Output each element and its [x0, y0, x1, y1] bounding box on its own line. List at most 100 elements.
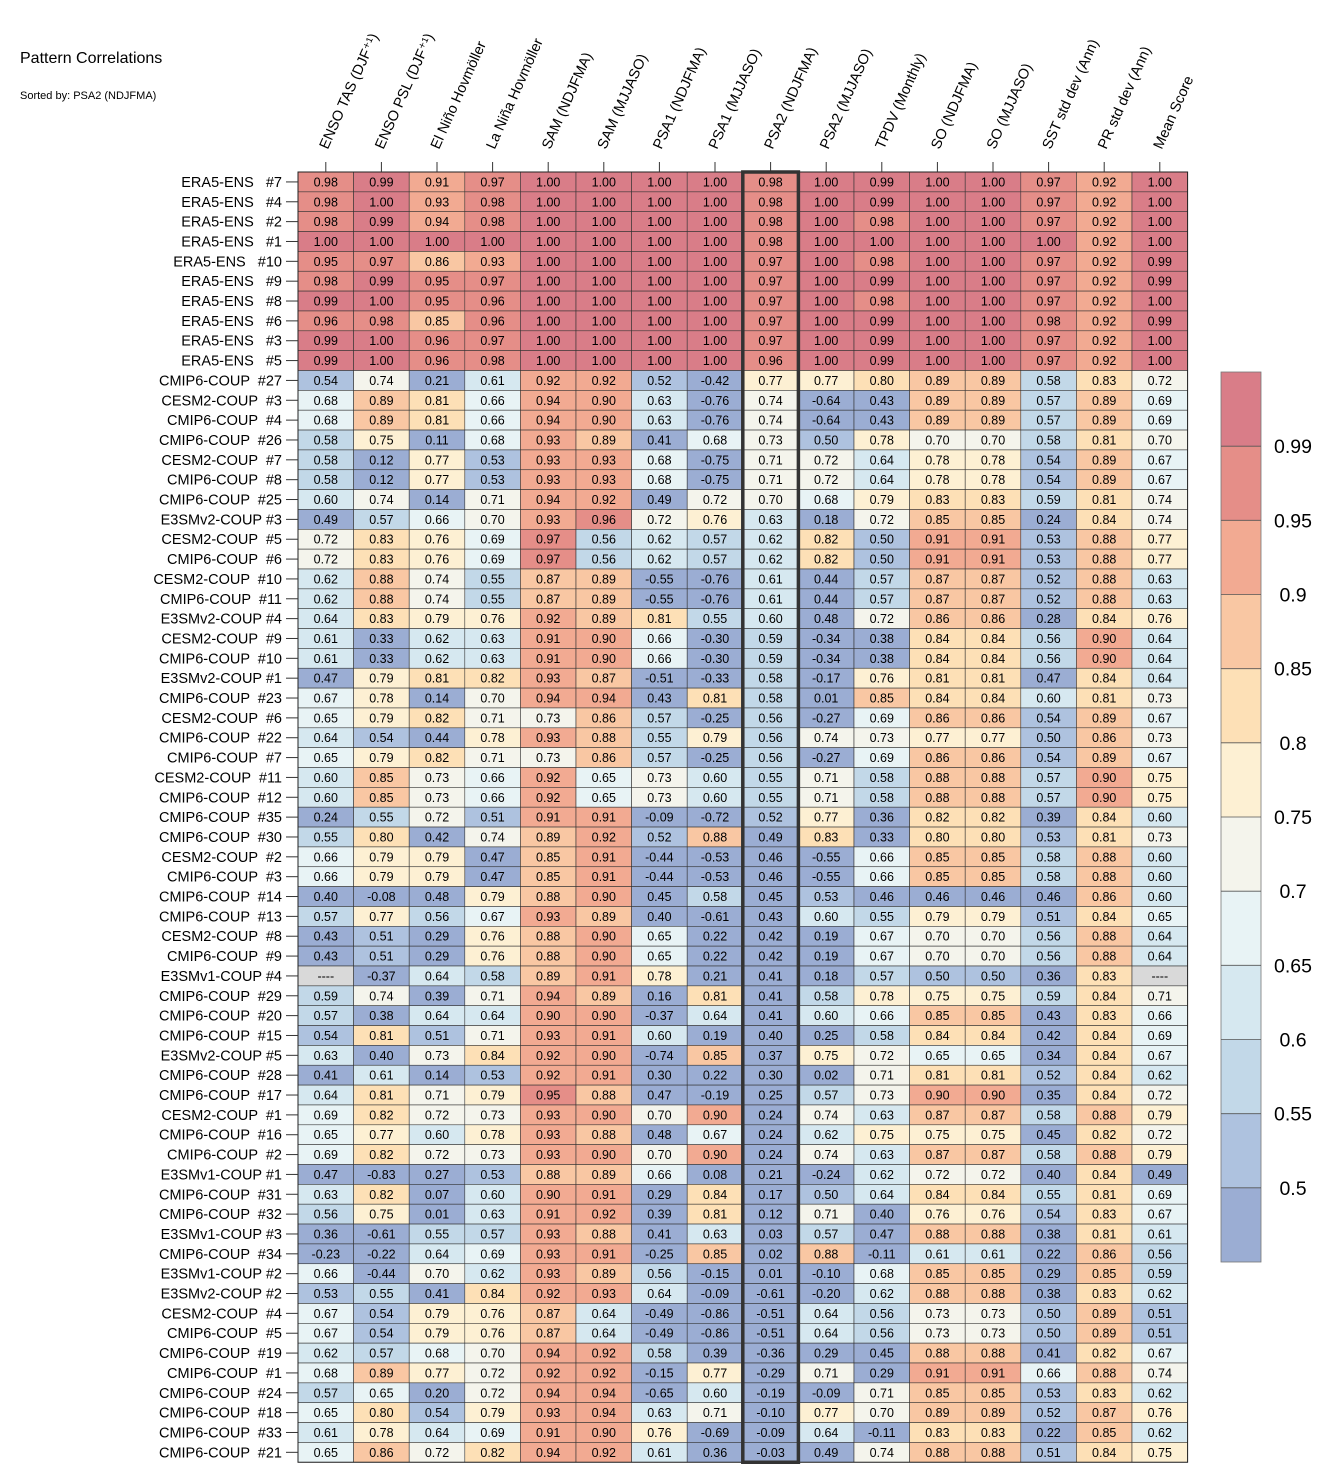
cell-value-label: 0.38 — [1036, 1227, 1060, 1241]
cell-value-label: 0.85 — [369, 771, 393, 785]
cell-value-label: 1.00 — [536, 255, 560, 269]
cell-value-label: 1.00 — [981, 334, 1005, 348]
cell-value-label: 0.84 — [981, 1029, 1005, 1043]
cell-value-label: 0.67 — [1148, 1347, 1172, 1361]
row-label: CMIP6-COUP #11 — [160, 592, 282, 608]
cell-value-label: 0.88 — [369, 572, 393, 586]
cell-value-label: 0.67 — [480, 910, 504, 924]
cell-value-label: 0.97 — [480, 175, 504, 189]
cell-value-label: 0.84 — [925, 1029, 949, 1043]
cell-value-label: -0.27 — [812, 751, 841, 765]
cell-value-label: 0.90 — [925, 1089, 949, 1103]
cell-value-label: 0.20 — [425, 1386, 449, 1400]
cell-value-label: 0.85 — [981, 1267, 1005, 1281]
cell-value-label: 0.38 — [870, 652, 894, 666]
cell-value-label: 0.89 — [1092, 1307, 1116, 1321]
cell-value-label: 0.65 — [314, 711, 338, 725]
row-label: ERA5-ENS #10 — [173, 254, 282, 270]
cell-value-label: 0.52 — [1036, 1406, 1060, 1420]
cell-value-label: 0.97 — [1036, 354, 1060, 368]
cell-value-label: 0.46 — [870, 890, 894, 904]
cell-value-label: 1.00 — [925, 334, 949, 348]
cell-value-label: 0.62 — [314, 572, 338, 586]
cell-value-label: 0.60 — [703, 1386, 727, 1400]
cell-value-label: 0.88 — [1092, 1108, 1116, 1122]
cell-value-label: 0.81 — [703, 989, 727, 1003]
row-label: CESM2-COUP #11 — [154, 770, 282, 786]
cell-value-label: 0.88 — [925, 791, 949, 805]
cell-value-label: 0.53 — [480, 1168, 504, 1182]
cell-value-label: 0.84 — [1092, 672, 1116, 686]
row-label: CESM2-COUP #1 — [161, 1108, 282, 1124]
cell-value-label: 0.91 — [592, 850, 616, 864]
cell-value-label: 1.00 — [703, 255, 727, 269]
cell-value-label: 0.92 — [592, 1208, 616, 1222]
cell-value-label: 0.40 — [1036, 1168, 1060, 1182]
cell-value-label: 0.60 — [1148, 870, 1172, 884]
cell-value-label: 0.53 — [1036, 553, 1060, 567]
cell-value-label: 0.56 — [758, 731, 782, 745]
row-label: CESM2-COUP #8 — [161, 929, 282, 945]
cell-value-label: 0.84 — [1092, 910, 1116, 924]
cell-value-label: 0.89 — [592, 572, 616, 586]
cell-value-label: 0.46 — [758, 850, 782, 864]
cell-value-label: 0.83 — [1092, 1386, 1116, 1400]
cell-value-label: 0.99 — [1148, 314, 1172, 328]
cell-value-label: 0.58 — [480, 969, 504, 983]
cell-value-label: 0.91 — [592, 811, 616, 825]
cell-value-label: -0.24 — [812, 1168, 841, 1182]
cell-value-label: 0.77 — [703, 1366, 727, 1380]
cell-value-label: 0.94 — [536, 692, 560, 706]
cell-value-label: 0.94 — [536, 1446, 560, 1460]
cell-value-label: 0.24 — [1036, 513, 1060, 527]
cell-value-label: 0.62 — [647, 533, 671, 547]
cell-value-label: 0.88 — [1092, 592, 1116, 606]
cell-value-label: 0.79 — [425, 612, 449, 626]
cell-value-label: 0.92 — [592, 830, 616, 844]
cell-value-label: 0.55 — [758, 771, 782, 785]
cell-value-label: 0.79 — [425, 870, 449, 884]
cell-value-label: 0.58 — [1036, 1108, 1060, 1122]
cell-value-label: 0.67 — [703, 1128, 727, 1142]
cell-value-label: 0.98 — [758, 215, 782, 229]
cell-value-label: 0.76 — [1148, 612, 1172, 626]
cell-value-label: 0.68 — [314, 414, 338, 428]
cell-value-label: 0.63 — [703, 1227, 727, 1241]
cell-value-label: 1.00 — [536, 175, 560, 189]
row-label: CESM2-COUP #7 — [161, 453, 282, 469]
cell-value-label: 0.93 — [536, 1267, 560, 1281]
cell-value-label: 0.41 — [758, 1009, 782, 1023]
cell-value-label: 0.92 — [1092, 195, 1116, 209]
cell-value-label: -0.61 — [701, 910, 730, 924]
cell-value-label: 0.50 — [870, 553, 894, 567]
cell-value-label: 0.63 — [480, 652, 504, 666]
cell-value-label: 0.91 — [536, 1426, 560, 1440]
cell-value-label: 0.55 — [1036, 1188, 1060, 1202]
cell-value-label: 0.67 — [1148, 711, 1172, 725]
cell-value-label: 0.70 — [981, 950, 1005, 964]
cell-value-label: 0.57 — [1036, 791, 1060, 805]
cell-value-label: 0.61 — [314, 652, 338, 666]
cell-value-label: 0.82 — [369, 1108, 393, 1122]
cell-value-label: 0.38 — [870, 632, 894, 646]
cell-value-label: 0.74 — [758, 414, 782, 428]
colorbar-segment — [1221, 1039, 1261, 1114]
cell-value-label: 0.89 — [981, 394, 1005, 408]
cell-value-label: 0.29 — [425, 950, 449, 964]
cell-value-label: 0.91 — [536, 1208, 560, 1222]
cell-value-label: 0.53 — [480, 453, 504, 467]
cell-value-label: 0.45 — [870, 1347, 894, 1361]
cell-value-label: 0.64 — [814, 1426, 838, 1440]
cell-value-label: 0.62 — [314, 1347, 338, 1361]
cell-value-label: 0.65 — [981, 1049, 1005, 1063]
cell-value-label: 0.66 — [647, 1168, 671, 1182]
cell-value-label: 0.64 — [480, 1009, 504, 1023]
row-label: CMIP6-COUP #23 — [159, 691, 282, 707]
cell-value-label: 0.99 — [314, 334, 338, 348]
cell-value-label: 1.00 — [814, 235, 838, 249]
cell-value-label: 0.81 — [1092, 493, 1116, 507]
cell-value-label: -0.09 — [812, 1386, 841, 1400]
cell-value-label: 0.94 — [536, 414, 560, 428]
colorbar-segment — [1221, 594, 1261, 669]
cell-value-label: 0.41 — [1036, 1347, 1060, 1361]
